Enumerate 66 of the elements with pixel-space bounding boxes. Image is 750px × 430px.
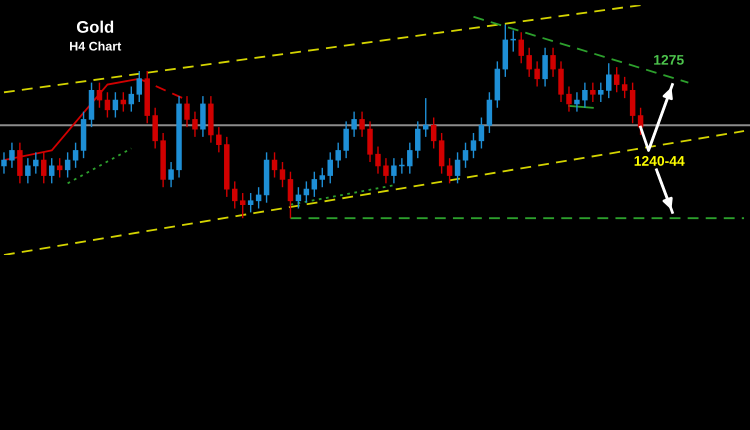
candlestick xyxy=(232,180,238,210)
candlestick xyxy=(120,92,126,112)
candlestick xyxy=(56,157,62,178)
candlestick xyxy=(104,92,110,118)
candlestick xyxy=(112,92,118,118)
candlestick xyxy=(614,66,620,94)
candlestick xyxy=(375,146,381,174)
candlestick xyxy=(582,82,588,108)
candlestick xyxy=(272,152,278,178)
candlestick xyxy=(422,97,428,138)
candlestick xyxy=(328,152,333,184)
candlestick xyxy=(25,157,31,184)
candlestick xyxy=(606,62,612,99)
candlestick xyxy=(280,161,286,188)
candlestick xyxy=(9,142,15,169)
candlestick xyxy=(192,110,198,138)
candlestick xyxy=(184,95,190,128)
candlestick xyxy=(542,47,548,88)
candlestick xyxy=(399,157,405,174)
candlestick xyxy=(534,60,540,88)
candlestick xyxy=(216,126,222,154)
candlestick xyxy=(256,186,262,210)
candlestick xyxy=(128,86,134,112)
candlestick xyxy=(335,142,341,169)
candlestick xyxy=(359,110,365,138)
candlestick xyxy=(598,82,604,103)
candlestick xyxy=(248,192,254,214)
candlestick xyxy=(136,70,142,103)
candlestick xyxy=(64,152,70,178)
candlestick xyxy=(304,180,310,204)
candlestick xyxy=(383,157,389,184)
candlestick xyxy=(510,30,516,52)
candlestick xyxy=(33,152,39,174)
candlestick xyxy=(430,116,436,150)
candlestick xyxy=(622,76,628,99)
candlestick xyxy=(296,186,302,210)
candlestick xyxy=(566,86,572,112)
candlestick xyxy=(462,142,468,169)
text: H4 Chart xyxy=(70,41,122,51)
candlestick xyxy=(312,171,318,198)
candlestick xyxy=(48,157,54,184)
candlestick xyxy=(72,142,78,169)
candlestick xyxy=(590,82,596,103)
candlestick xyxy=(240,192,246,219)
candlestick xyxy=(574,92,580,112)
candlestick xyxy=(391,157,397,184)
candlestick xyxy=(168,161,174,188)
candlestick xyxy=(550,47,556,78)
candlestick xyxy=(343,120,349,159)
candlestick xyxy=(518,32,524,64)
candlestick xyxy=(288,171,294,219)
candlestick xyxy=(470,132,476,159)
candlestick xyxy=(320,167,326,188)
candlestick xyxy=(478,116,484,150)
candlestick xyxy=(446,157,452,184)
chart-title: Gold xyxy=(76,20,114,33)
candlestick xyxy=(351,110,357,138)
annotation: 1240-44 xyxy=(634,156,685,166)
candlestick xyxy=(454,152,460,184)
annotation: 1275 xyxy=(654,54,684,65)
candlestick xyxy=(415,120,421,159)
candlestick xyxy=(526,47,532,78)
candlestick xyxy=(96,82,102,108)
candlestick xyxy=(638,107,644,136)
candlestick xyxy=(1,152,7,174)
candlestick xyxy=(407,142,413,174)
